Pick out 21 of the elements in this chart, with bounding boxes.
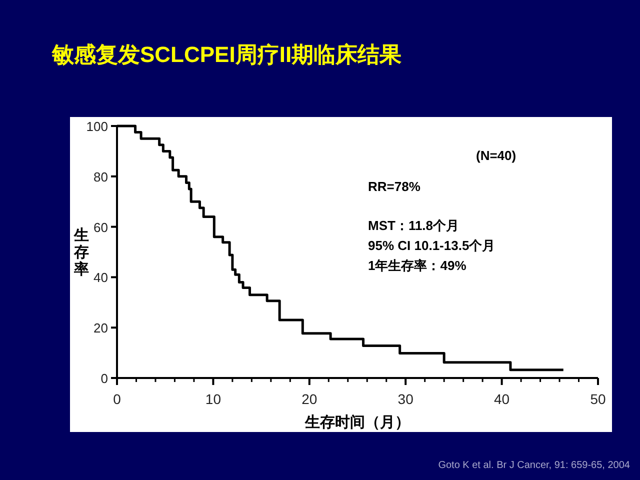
y-axis-title: 生存率 bbox=[73, 227, 89, 278]
annotation: RR=78% bbox=[368, 179, 421, 194]
text: Goto K et al. Br J Cancer, 91: 659-65, 2004 bbox=[438, 460, 630, 471]
x-axis-title: 生存时间（月） bbox=[304, 414, 410, 431]
y-tick-label: 100 bbox=[86, 119, 108, 134]
annotation: 95% CI 10.1-13.5个月 bbox=[368, 238, 496, 253]
annotation: (N=40) bbox=[476, 148, 516, 163]
title: 敏感复发SCLCPEI周疗II期临床结果 bbox=[52, 42, 402, 67]
x-tick-label: 20 bbox=[302, 391, 318, 407]
annotation: MST：11.8个月 bbox=[368, 218, 460, 233]
x-tick-label: 40 bbox=[494, 391, 510, 407]
x-tick-label: 0 bbox=[113, 391, 122, 407]
y-tick-label: 60 bbox=[94, 220, 108, 235]
x-tick-label: 50 bbox=[590, 391, 606, 407]
y-tick-label: 40 bbox=[94, 270, 108, 286]
y-tick-label: 80 bbox=[94, 169, 108, 184]
y-tick-label: 0 bbox=[100, 371, 108, 386]
annotation: 1年生存率：49% bbox=[368, 258, 467, 273]
x-tick-label: 10 bbox=[205, 391, 222, 407]
y-tick-label: 20 bbox=[94, 320, 108, 336]
x-tick-label: 30 bbox=[398, 391, 414, 407]
